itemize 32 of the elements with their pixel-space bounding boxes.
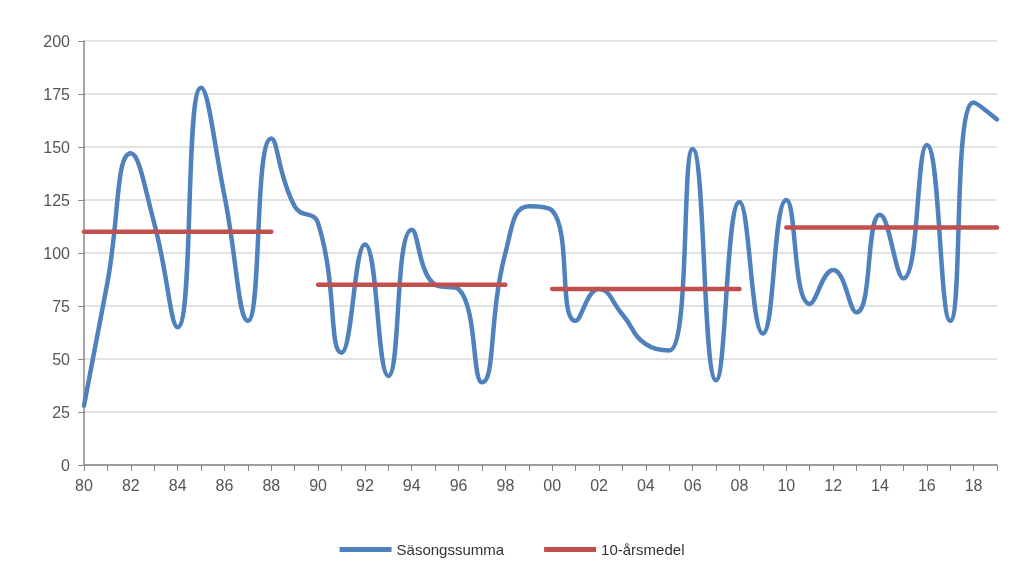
y-tick-label: 0 [61,456,71,474]
x-tick-label: 92 [356,476,374,494]
legend-label: 10-årsmedel [601,541,685,558]
y-tick-label: 50 [52,350,71,368]
y-tick-label: 100 [43,244,71,262]
x-tick-label: 16 [917,476,936,494]
x-tick-label: 08 [730,476,749,494]
x-tick-label: 18 [964,476,983,494]
x-tick-label: 90 [309,476,328,494]
y-tick-label: 200 [43,32,71,50]
y-tick-label: 175 [43,85,71,103]
x-tick-label: 02 [590,476,609,494]
x-tick-label: 88 [262,476,281,494]
y-tick-label: 75 [52,297,71,315]
y-tick-label: 150 [43,138,71,156]
x-tick-label: 84 [168,476,187,494]
x-tick-label: 98 [496,476,515,494]
y-tick-label: 25 [52,403,71,421]
x-tick-label: 06 [683,476,702,494]
x-tick-label: 14 [871,476,889,494]
legend-label: Säsongssumma [396,541,505,558]
line-series [81,85,1000,408]
x-tick-label: 80 [75,476,93,494]
x-tick-label: 10 [777,476,796,494]
x-tick-label: 00 [543,476,562,494]
x-tick-label: 04 [636,476,655,494]
x-tick-label: 82 [121,476,140,494]
x-tick-label: 12 [824,476,843,494]
x-tick-label: 86 [215,476,234,494]
x-tick-label: 94 [402,476,421,494]
y-tick-label: 125 [43,191,71,209]
x-tick-label: 96 [449,476,468,494]
